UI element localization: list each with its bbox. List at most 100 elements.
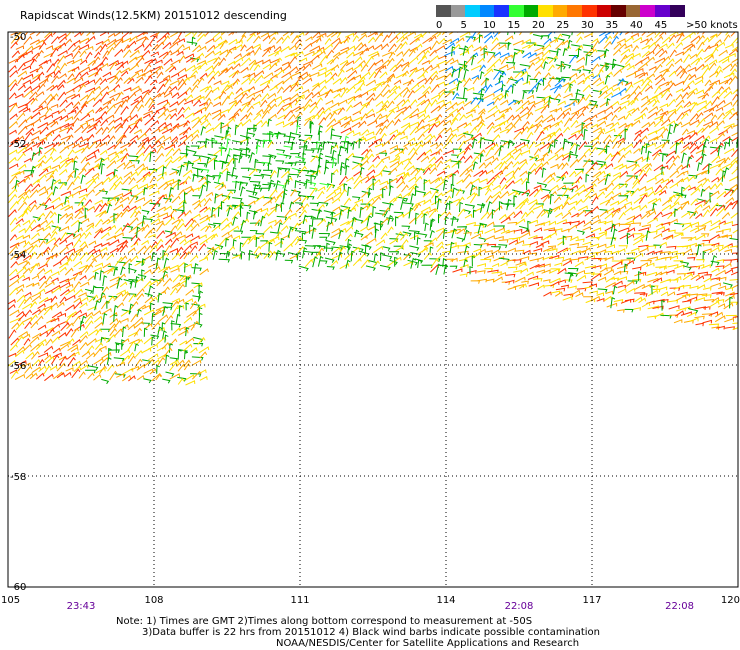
wind-barb (484, 235, 495, 241)
wind-barb (514, 32, 516, 35)
note-line-1: Note: 1) Times are GMT 2)Times along bot… (116, 616, 533, 627)
wind-barb (156, 83, 166, 93)
wind-barb (533, 184, 542, 189)
wind-barb (311, 227, 317, 239)
wind-barb (728, 138, 733, 147)
wind-barb (25, 372, 34, 380)
wind-barb (365, 175, 375, 183)
wind-barb (382, 207, 391, 217)
wind-barb (416, 109, 427, 116)
wind-barb (387, 214, 394, 225)
wind-barb (703, 138, 709, 149)
wind-barb (463, 68, 469, 80)
wind-barb (191, 370, 202, 380)
wind-barb (345, 225, 354, 233)
wind-barb (123, 87, 132, 92)
wind-barb (49, 365, 58, 371)
wind-barb (581, 105, 589, 113)
wind-barb (106, 160, 117, 169)
wind-barb (618, 182, 628, 190)
wind-barb (444, 216, 449, 225)
wind-barb (192, 187, 200, 192)
wind-barb (156, 278, 165, 287)
wind-barb (35, 49, 44, 59)
wind-barb (332, 77, 342, 85)
wind-barb (443, 158, 452, 164)
wind-barb (79, 241, 87, 248)
wind-barb (115, 211, 124, 220)
wind-barb (44, 210, 53, 220)
wind-barb (263, 225, 273, 234)
wind-barb (120, 354, 131, 364)
wind-barb (78, 292, 87, 298)
wind-barb (477, 270, 486, 274)
wind-barb (646, 176, 657, 183)
wind-barb (29, 39, 40, 46)
wind-barb (590, 55, 601, 64)
wind-barb (85, 35, 96, 45)
wind-barb (410, 257, 416, 269)
wind-barb (597, 288, 608, 293)
wind-barb (344, 45, 356, 53)
wind-barb (99, 270, 104, 281)
wind-barb (245, 111, 253, 120)
wind-barb (617, 205, 627, 212)
wind-barb (261, 253, 271, 258)
legend-unit-label: >50 knots (686, 20, 738, 31)
wind-barb (576, 112, 585, 120)
wind-barb (585, 233, 595, 239)
wind-barb (149, 35, 158, 44)
wind-barb (133, 118, 143, 128)
wind-barb (431, 190, 439, 199)
wind-barb (36, 268, 46, 276)
wind-barb (675, 178, 684, 185)
wind-barb (346, 238, 352, 248)
wind-barb (73, 160, 78, 171)
wind-barb (150, 334, 160, 340)
wind-barb (247, 200, 256, 206)
wind-barb (45, 338, 53, 346)
wind-barb (214, 193, 219, 204)
wind-barb (469, 126, 477, 134)
wind-barb (479, 88, 485, 100)
wind-barb (535, 119, 544, 127)
wind-barb (64, 52, 73, 59)
wind-barb (240, 66, 249, 74)
wind-barb (239, 181, 244, 191)
wind-barb (492, 109, 501, 116)
wind-barb (347, 243, 353, 254)
wind-barb (78, 359, 88, 367)
wind-barb (484, 155, 495, 162)
wind-barb (444, 258, 454, 263)
wind-barb (724, 77, 733, 85)
wind-barb (436, 99, 445, 105)
wind-barb (326, 266, 335, 271)
wind-barb (379, 152, 388, 157)
wind-barb (576, 209, 587, 218)
wind-barb (50, 295, 58, 303)
wind-barb (228, 114, 236, 121)
wind-barb (367, 120, 378, 127)
wind-barb (36, 201, 46, 210)
wind-barb (151, 359, 160, 366)
wind-barb (702, 37, 710, 44)
wind-barb (316, 141, 320, 150)
wind-barb (60, 190, 71, 196)
wind-barb (646, 150, 652, 162)
wind-barb (548, 229, 557, 233)
wind-barb (101, 176, 111, 185)
wind-barb (44, 281, 55, 288)
wind-barb (73, 271, 81, 280)
wind-barb (683, 108, 691, 114)
wind-barb (43, 306, 53, 316)
wind-barb (344, 233, 353, 242)
wind-barb (674, 252, 685, 256)
wind-barb (408, 56, 419, 65)
wind-barb (729, 63, 738, 72)
wind-barb (275, 203, 280, 212)
wind-barb (724, 248, 733, 253)
wind-barb (604, 182, 614, 191)
wind-barb (674, 264, 685, 270)
legend-label: 5 (460, 20, 467, 31)
wind-barb (717, 99, 726, 106)
